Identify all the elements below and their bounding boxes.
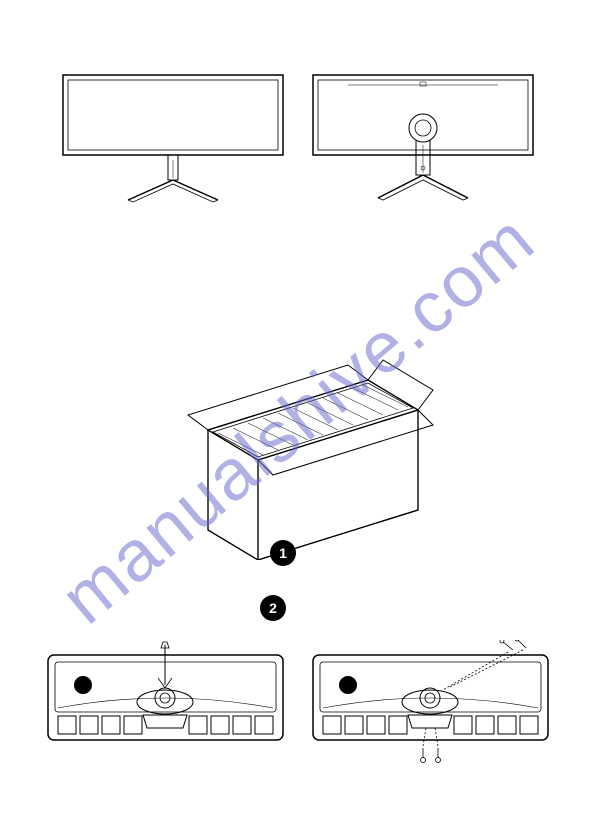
assembly-steps-row bbox=[0, 640, 595, 770]
shipping-box-diagram bbox=[158, 330, 438, 560]
monitor-back-diagram bbox=[308, 70, 538, 210]
step-marker-2: 2 bbox=[260, 595, 286, 621]
monitor-views-row bbox=[0, 70, 595, 210]
step-marker-1-label: 1 bbox=[279, 545, 287, 561]
assembly-step-2-diagram bbox=[43, 640, 288, 750]
manual-page: manualshive.com bbox=[0, 0, 595, 838]
step-marker-2-label: 2 bbox=[269, 600, 277, 616]
assembly-step-3-diagram bbox=[308, 640, 553, 770]
step-marker-1: 1 bbox=[270, 540, 296, 566]
packaging-box-row bbox=[0, 330, 595, 560]
monitor-front-diagram bbox=[58, 70, 288, 210]
